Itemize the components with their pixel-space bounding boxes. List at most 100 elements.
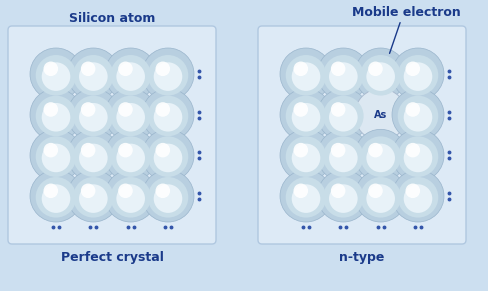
Circle shape <box>331 184 346 198</box>
Circle shape <box>329 62 358 91</box>
Circle shape <box>323 96 364 136</box>
Circle shape <box>392 89 444 141</box>
Circle shape <box>79 144 108 172</box>
Text: n-type: n-type <box>339 251 385 263</box>
Circle shape <box>360 55 401 95</box>
Circle shape <box>355 48 407 100</box>
Circle shape <box>366 184 395 213</box>
Circle shape <box>118 184 133 198</box>
Circle shape <box>81 184 96 198</box>
Circle shape <box>280 170 332 222</box>
Circle shape <box>110 55 151 95</box>
Circle shape <box>41 184 70 213</box>
Circle shape <box>81 61 96 76</box>
Circle shape <box>366 144 395 172</box>
Circle shape <box>366 62 395 91</box>
Circle shape <box>104 89 157 141</box>
Circle shape <box>331 102 346 117</box>
FancyBboxPatch shape <box>8 26 216 244</box>
Circle shape <box>116 103 145 132</box>
Circle shape <box>73 177 114 218</box>
Circle shape <box>293 61 308 76</box>
Circle shape <box>148 96 188 136</box>
Circle shape <box>285 136 326 177</box>
Circle shape <box>406 184 420 198</box>
Circle shape <box>43 61 58 76</box>
Circle shape <box>43 102 58 117</box>
Circle shape <box>280 129 332 181</box>
Circle shape <box>116 62 145 91</box>
Circle shape <box>81 143 96 157</box>
Text: Mobile electron: Mobile electron <box>352 6 460 19</box>
Circle shape <box>79 62 108 91</box>
Circle shape <box>368 61 383 76</box>
Circle shape <box>293 102 308 117</box>
FancyBboxPatch shape <box>258 26 466 244</box>
Circle shape <box>404 103 432 132</box>
Circle shape <box>36 55 76 95</box>
Circle shape <box>329 103 358 132</box>
Circle shape <box>360 136 401 177</box>
Circle shape <box>331 61 346 76</box>
Circle shape <box>142 170 194 222</box>
Circle shape <box>142 89 194 141</box>
Circle shape <box>142 48 194 100</box>
Circle shape <box>404 144 432 172</box>
Circle shape <box>355 89 407 141</box>
Circle shape <box>323 177 364 218</box>
Circle shape <box>148 55 188 95</box>
Circle shape <box>406 102 420 117</box>
Circle shape <box>392 129 444 181</box>
Circle shape <box>41 144 70 172</box>
Circle shape <box>317 170 369 222</box>
Circle shape <box>293 184 308 198</box>
Circle shape <box>43 184 58 198</box>
Circle shape <box>73 136 114 177</box>
Circle shape <box>292 103 320 132</box>
Circle shape <box>118 143 133 157</box>
Circle shape <box>154 184 183 213</box>
Circle shape <box>398 177 438 218</box>
Circle shape <box>148 136 188 177</box>
Circle shape <box>368 184 383 198</box>
Circle shape <box>36 136 76 177</box>
Circle shape <box>104 170 157 222</box>
Circle shape <box>280 48 332 100</box>
Circle shape <box>280 89 332 141</box>
Circle shape <box>118 102 133 117</box>
Circle shape <box>110 136 151 177</box>
Circle shape <box>154 144 183 172</box>
Circle shape <box>317 89 369 141</box>
Circle shape <box>148 177 188 218</box>
Circle shape <box>30 89 82 141</box>
Circle shape <box>292 184 320 213</box>
Text: Perfect crystal: Perfect crystal <box>61 251 163 263</box>
Circle shape <box>81 102 96 117</box>
Circle shape <box>317 129 369 181</box>
Circle shape <box>30 48 82 100</box>
Circle shape <box>292 144 320 172</box>
Text: Silicon atom: Silicon atom <box>69 12 155 24</box>
Circle shape <box>41 103 70 132</box>
Circle shape <box>104 129 157 181</box>
Circle shape <box>36 177 76 218</box>
Circle shape <box>67 89 120 141</box>
Circle shape <box>368 143 383 157</box>
Circle shape <box>404 184 432 213</box>
Circle shape <box>156 102 170 117</box>
Circle shape <box>392 48 444 100</box>
Circle shape <box>116 184 145 213</box>
Circle shape <box>398 136 438 177</box>
Circle shape <box>285 177 326 218</box>
Circle shape <box>79 103 108 132</box>
Circle shape <box>292 62 320 91</box>
Circle shape <box>118 61 133 76</box>
Circle shape <box>110 177 151 218</box>
Circle shape <box>104 48 157 100</box>
Circle shape <box>116 144 145 172</box>
Circle shape <box>110 96 151 136</box>
Circle shape <box>293 143 308 157</box>
Circle shape <box>355 170 407 222</box>
Circle shape <box>360 177 401 218</box>
Circle shape <box>36 96 76 136</box>
